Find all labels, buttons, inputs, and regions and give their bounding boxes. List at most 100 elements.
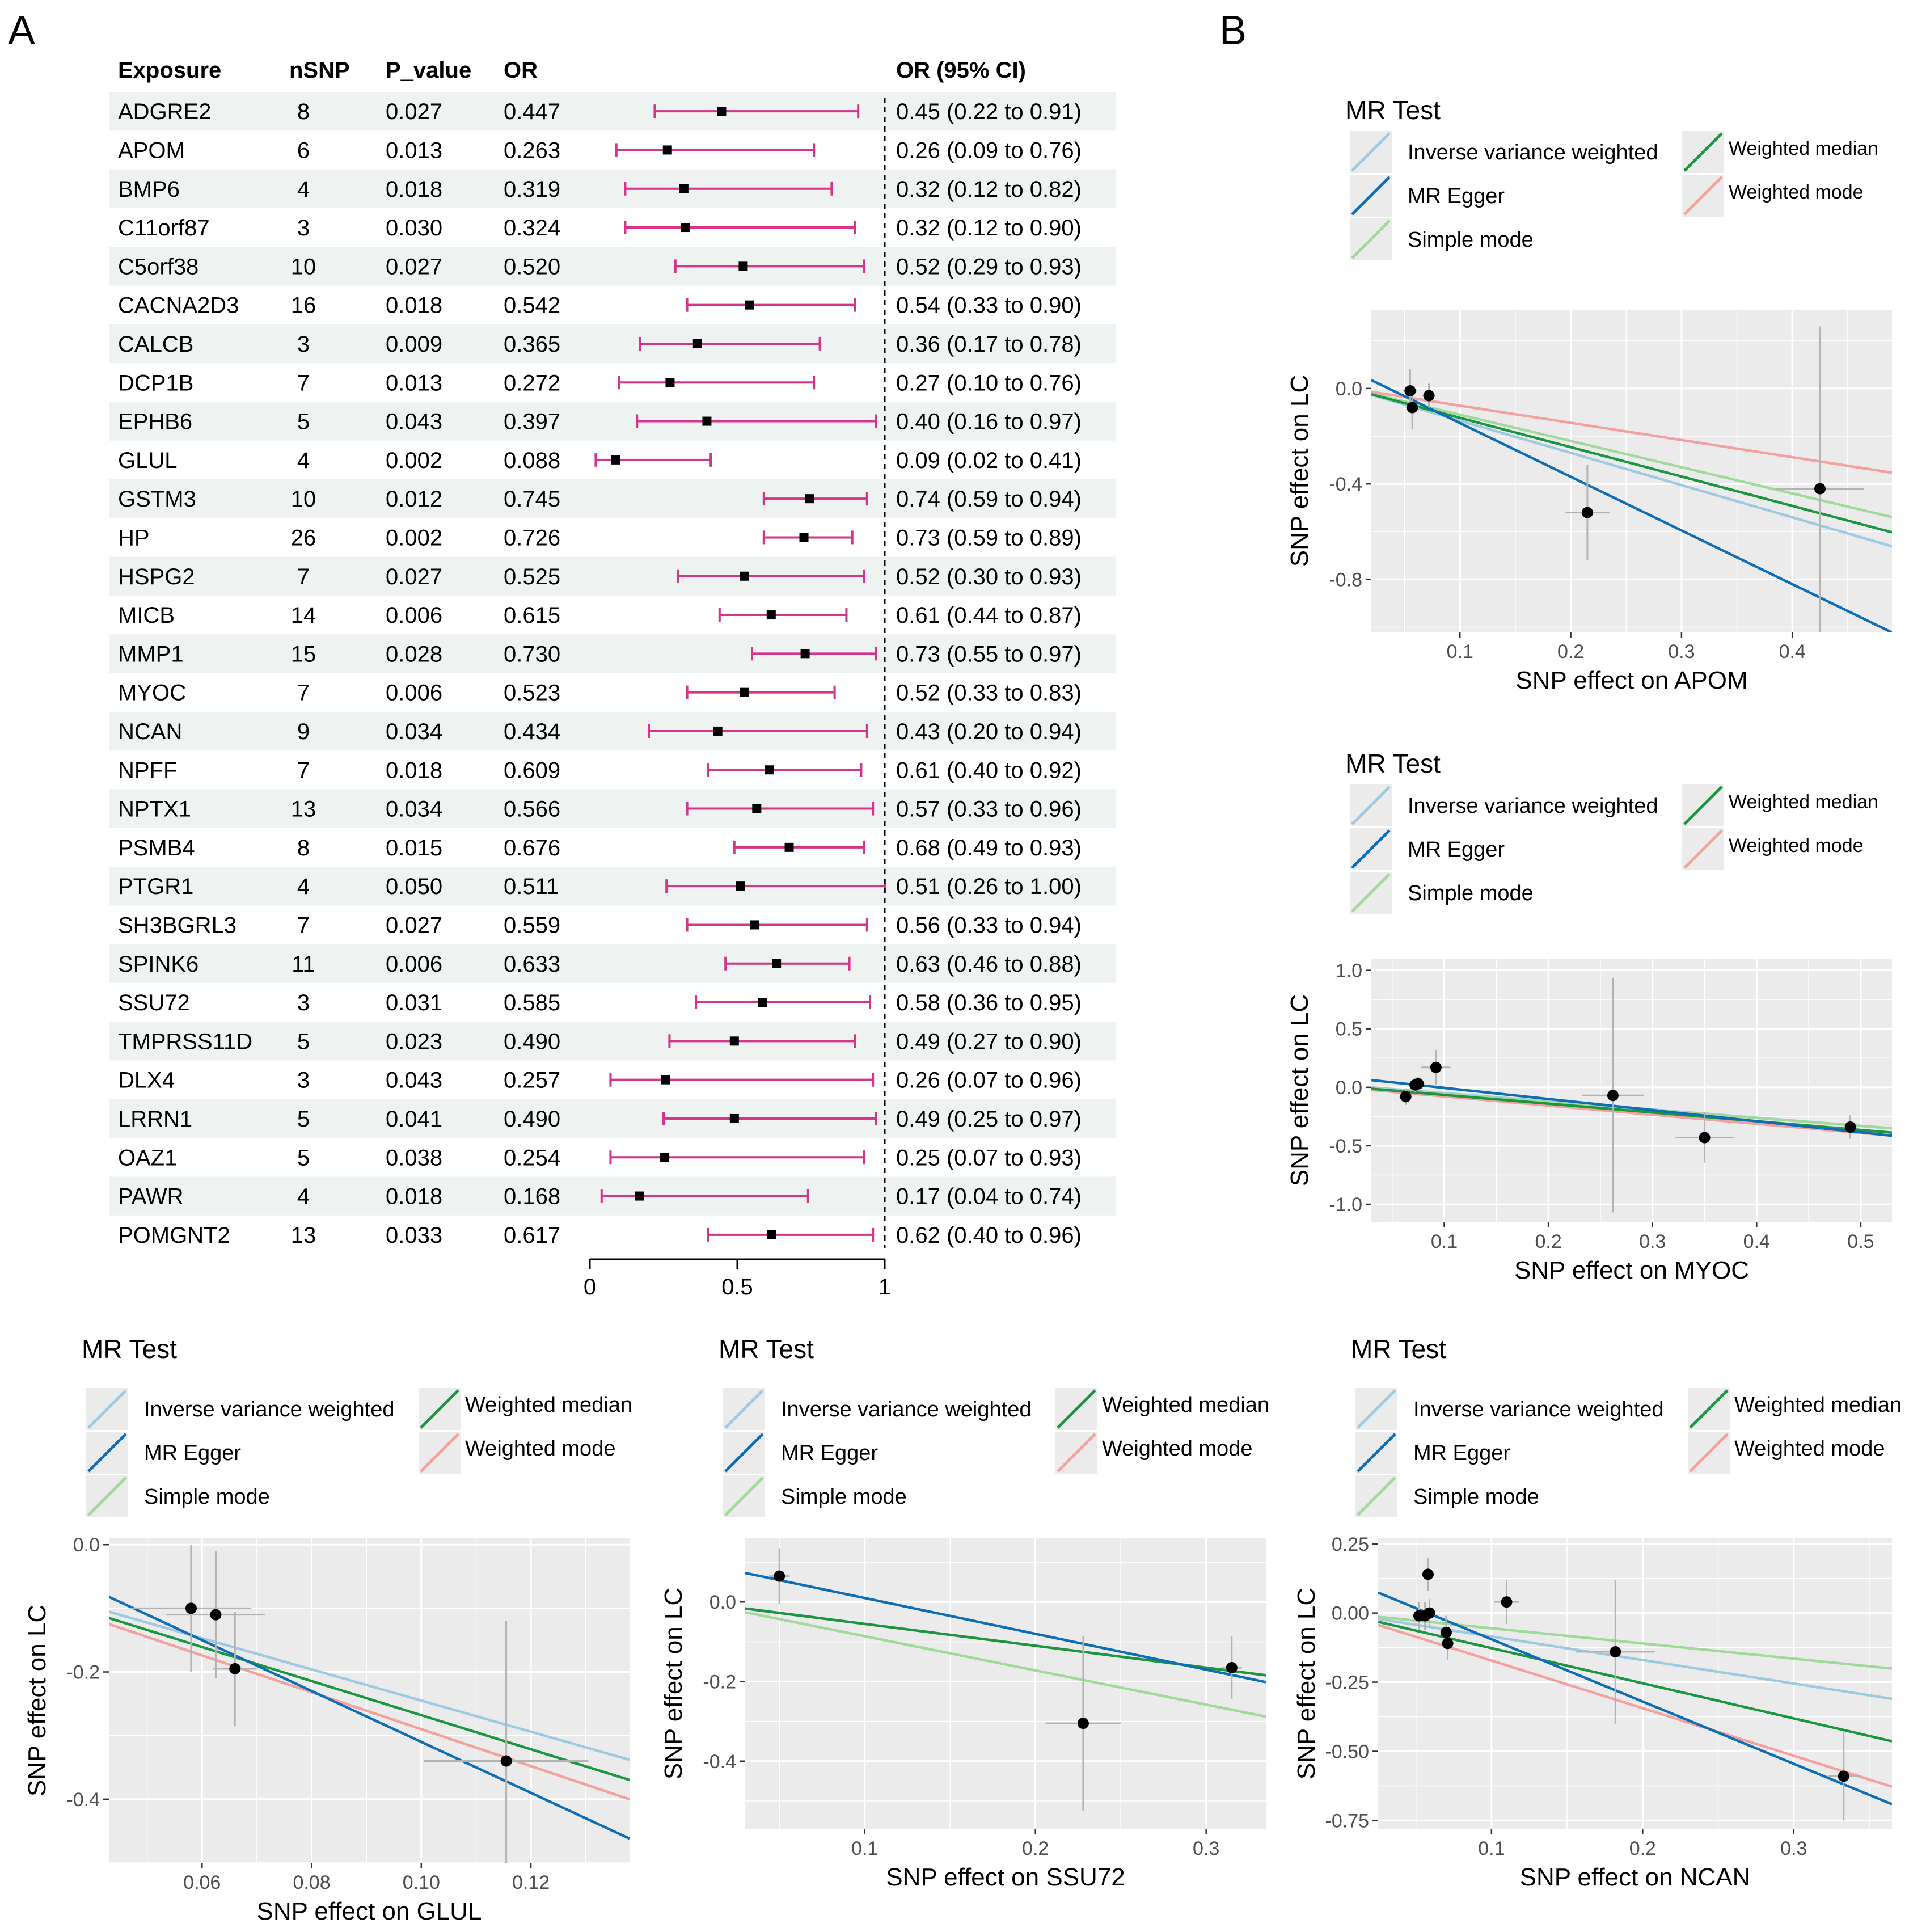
forest-nsnp: 7 bbox=[297, 758, 310, 783]
forest-pvalue: 0.027 bbox=[386, 913, 442, 938]
legend-key-line bbox=[87, 1389, 127, 1429]
x-axis-label: SNP effect on APOM bbox=[1515, 667, 1747, 694]
plot-background bbox=[1371, 959, 1892, 1222]
y-tick-label: 0.0 bbox=[1336, 1077, 1362, 1099]
forest-or: 0.511 bbox=[504, 874, 559, 899]
regression-lines bbox=[109, 1596, 630, 1840]
forest-pvalue: 0.023 bbox=[386, 1029, 442, 1054]
forest-or: 0.254 bbox=[504, 1145, 560, 1170]
forest-point bbox=[681, 223, 690, 233]
forest-nsnp: 7 bbox=[297, 370, 310, 395]
forest-nsnp: 5 bbox=[297, 410, 310, 435]
forest-or: 0.088 bbox=[504, 448, 560, 473]
forest-nsnp: 3 bbox=[297, 1068, 310, 1093]
forest-pvalue: 0.012 bbox=[386, 487, 442, 512]
forest-row-band bbox=[109, 634, 1116, 673]
forest-or: 0.745 bbox=[504, 487, 560, 512]
forest-exposure: NPFF bbox=[118, 758, 177, 783]
legend-key-line bbox=[1057, 1389, 1096, 1429]
forest-point bbox=[702, 416, 712, 426]
legend-label: Simple mode bbox=[1408, 228, 1534, 252]
forest-point bbox=[805, 494, 814, 504]
x-tick-label: 0.2 bbox=[1535, 1231, 1561, 1252]
forest-ci-text: 0.61 (0.40 to 0.92) bbox=[896, 758, 1082, 783]
forest-row-band bbox=[109, 169, 1116, 208]
forest-pvalue: 0.041 bbox=[386, 1107, 442, 1132]
x-axis-label: SNP effect on SSU72 bbox=[886, 1863, 1125, 1891]
legend-label: Weighted median bbox=[1102, 1393, 1269, 1417]
forest-ci-text: 0.73 (0.55 to 0.97) bbox=[896, 642, 1082, 667]
legend-key-line bbox=[87, 1433, 127, 1473]
forest-ci-text: 0.51 (0.26 to 1.00) bbox=[896, 874, 1082, 899]
x-axis-label: SNP effect on MYOC bbox=[1514, 1256, 1749, 1284]
legend-key-line bbox=[1357, 1433, 1396, 1473]
forest-exposure: POMGNT2 bbox=[118, 1223, 230, 1248]
forest-ci-text: 0.36 (0.17 to 0.78) bbox=[896, 332, 1082, 357]
forest-point bbox=[679, 184, 689, 193]
legend-key-line bbox=[1357, 1477, 1396, 1516]
points-layer bbox=[1403, 326, 1865, 632]
y-tick-label: -0.50 bbox=[1325, 1741, 1370, 1762]
forest-or: 0.520 bbox=[504, 254, 560, 279]
forest-ci-text: 0.17 (0.04 to 0.74) bbox=[896, 1184, 1082, 1209]
forest-pvalue: 0.043 bbox=[386, 410, 442, 435]
forest-ci-text: 0.25 (0.07 to 0.93) bbox=[896, 1145, 1082, 1170]
data-point bbox=[1423, 390, 1435, 402]
forest-point bbox=[692, 339, 702, 348]
forest-exposure: BMP6 bbox=[118, 177, 180, 202]
regression-line bbox=[109, 1596, 630, 1840]
legend-key-line bbox=[1351, 786, 1391, 825]
legend-label: Inverse variance weighted bbox=[1413, 1398, 1663, 1421]
forest-nsnp: 4 bbox=[297, 177, 310, 202]
y-axis-label: SNP effect on LC bbox=[660, 1588, 687, 1779]
data-point bbox=[1442, 1638, 1454, 1650]
data-point bbox=[1077, 1718, 1089, 1729]
forest-exposure: GLUL bbox=[118, 448, 178, 473]
y-tick-label: 0.0 bbox=[1336, 378, 1362, 400]
forest-or: 0.168 bbox=[504, 1184, 560, 1209]
x-tick-label: 0.2 bbox=[1022, 1838, 1049, 1859]
x-axis-label: SNP effect on NCAN bbox=[1520, 1863, 1751, 1891]
forest-nsnp: 8 bbox=[297, 836, 310, 860]
regression-lines bbox=[1371, 379, 1892, 632]
forest-nsnp: 14 bbox=[291, 603, 316, 628]
legend-label: Weighted mode bbox=[1729, 182, 1864, 203]
forest-pvalue: 0.006 bbox=[386, 952, 442, 977]
forest-exposure: MYOC bbox=[118, 681, 186, 706]
regression-lines bbox=[1378, 1591, 1892, 1806]
regression-line bbox=[745, 1611, 1266, 1718]
forest-or: 0.365 bbox=[504, 332, 560, 357]
forest-point bbox=[736, 881, 745, 891]
forest-pvalue: 0.002 bbox=[386, 525, 442, 550]
regression-line bbox=[1378, 1620, 1892, 1743]
forest-nsnp: 9 bbox=[297, 719, 310, 744]
plot-background bbox=[745, 1538, 1266, 1829]
legend-label: Inverse variance weighted bbox=[781, 1398, 1031, 1421]
forest-ci-text: 0.56 (0.33 to 0.94) bbox=[896, 913, 1082, 938]
y-tick-label: -0.4 bbox=[703, 1751, 736, 1773]
forest-pvalue: 0.018 bbox=[386, 177, 442, 202]
forest-or: 0.397 bbox=[504, 410, 560, 435]
regression-line bbox=[745, 1571, 1266, 1684]
legend-label: Simple mode bbox=[144, 1485, 270, 1509]
forest-row-band bbox=[109, 1099, 1116, 1138]
data-point bbox=[1581, 507, 1593, 518]
forest-or: 0.730 bbox=[504, 642, 560, 667]
data-point bbox=[1440, 1626, 1452, 1638]
legend-key-line bbox=[1683, 132, 1723, 172]
forest-exposure: CALCB bbox=[118, 332, 193, 357]
regression-lines bbox=[745, 1571, 1266, 1718]
data-point bbox=[1412, 1078, 1424, 1090]
forest-ci-text: 0.62 (0.40 to 0.96) bbox=[896, 1223, 1082, 1248]
forest-row-band bbox=[109, 92, 1116, 131]
legend-label: MR Egger bbox=[1408, 184, 1505, 208]
legend-key-line bbox=[1683, 829, 1723, 869]
forest-ci-text: 0.73 (0.59 to 0.89) bbox=[896, 525, 1082, 550]
forest-nsnp: 10 bbox=[291, 487, 316, 512]
x-tick-label: 0.4 bbox=[1779, 641, 1806, 663]
legend-key-line bbox=[1351, 873, 1391, 913]
forest-row-band bbox=[109, 556, 1116, 596]
legend-title: MR Test bbox=[1351, 1334, 1446, 1364]
forest-or: 0.676 bbox=[504, 836, 560, 860]
regression-line bbox=[1371, 379, 1892, 632]
